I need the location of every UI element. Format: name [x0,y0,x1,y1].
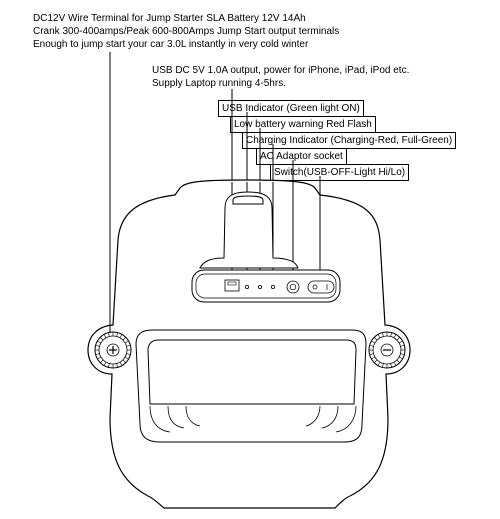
device-drawing [0,0,500,519]
diagram-page: DC12V Wire Terminal for Jump Starter SLA… [0,0,500,519]
